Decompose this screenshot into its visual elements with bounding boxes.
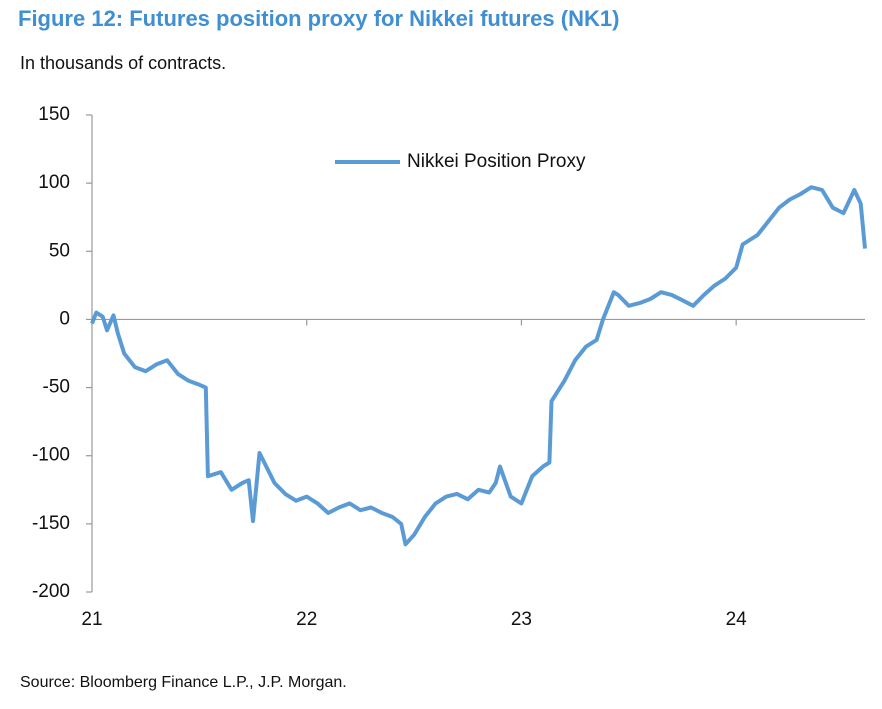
y-tick-label: 150 [38, 104, 70, 125]
y-tick-label: -100 [32, 445, 70, 466]
data-line [90, 185, 867, 547]
chart-title: Figure 12: Futures position proxy for Ni… [18, 6, 619, 31]
y-tick-label: 50 [49, 240, 70, 261]
source-note: Source: Bloomberg Finance L.P., J.P. Mor… [20, 674, 347, 691]
x-tick-label: 23 [511, 609, 532, 630]
x-tick-label: 22 [296, 609, 317, 630]
legend-label: Nikkei Position Proxy [407, 151, 586, 172]
y-tick-label: 100 [38, 172, 70, 193]
y-tick-label: -200 [32, 581, 70, 602]
y-tick-label: 0 [59, 308, 70, 329]
x-tick-label: 24 [726, 609, 748, 630]
chart-subtitle: In thousands of contracts. [20, 53, 226, 73]
x-tick-label: 21 [81, 609, 102, 630]
y-tick-label: -150 [32, 513, 70, 534]
y-tick-label: -50 [43, 377, 70, 398]
